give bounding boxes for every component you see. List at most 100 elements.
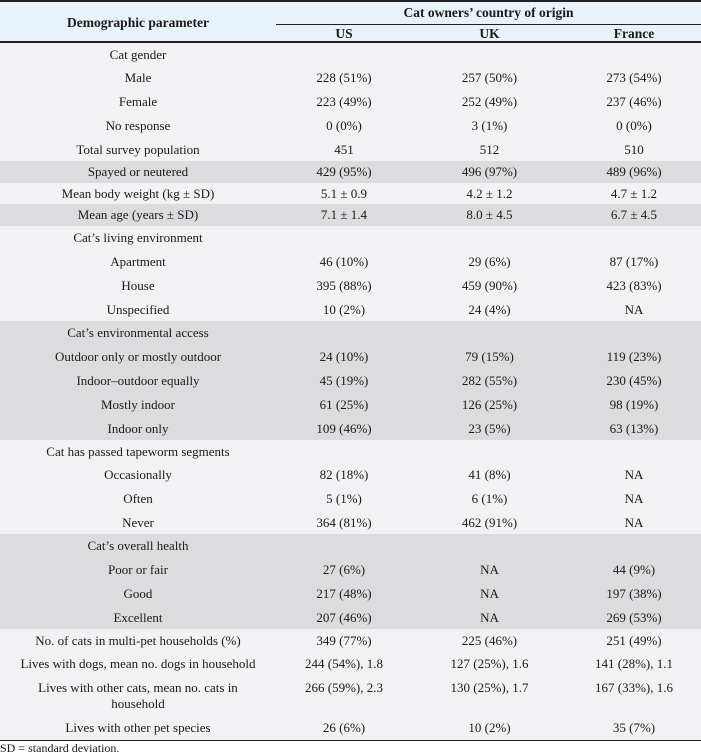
cell-france: 251 (49%) <box>606 632 662 648</box>
row-label: Lives with other cats, mean no. cats in … <box>38 680 238 711</box>
table-row: Cat’s overall health <box>0 534 701 558</box>
cell-uk: 6 (1%) <box>471 491 508 506</box>
row-label: Cat gender <box>109 46 167 62</box>
row-label: Cat’s overall health <box>87 538 189 553</box>
table-row: No response 0 (0%) 3 (1%) 0 (0%) <box>0 114 701 138</box>
cell-uk: 225 (46%) <box>461 632 518 648</box>
cell-us: 266 (59%), 2.3 <box>305 680 383 695</box>
cell-us: 10 (2%) <box>322 301 366 317</box>
cell-uk: 127 (25%), 1.6 <box>450 656 529 671</box>
cell-france: 63 (13%) <box>609 420 659 436</box>
cell-uk: 130 (25%), 1.7 <box>450 680 529 695</box>
row-label: Occasionally <box>104 467 172 482</box>
cell-france: 237 (46%) <box>606 94 662 109</box>
cell-us: 429 (95%) <box>316 164 372 179</box>
cell-uk: 282 (55%) <box>461 373 518 388</box>
row-label: Mostly indoor <box>100 397 176 412</box>
row-label: No. of cats in multi-pet households (%) <box>35 632 241 648</box>
table-row: Good 217 (48%) NA 197 (38%) <box>0 582 701 606</box>
row-label: Mean body weight (kg ± SD) <box>61 185 215 201</box>
cell-france: 197 (38%) <box>606 586 662 601</box>
table-row: Male 228 (51%) 257 (50%) 273 (54%) <box>0 66 701 90</box>
cell-us: 46 (10%) <box>319 254 369 269</box>
cell-france: 35 (7%) <box>612 720 656 735</box>
header-col-us: US <box>335 26 353 41</box>
row-label: Cat’s environmental access <box>67 324 209 340</box>
cell-uk: NA <box>480 586 499 601</box>
header-demographic-parameter: Demographic parameter <box>66 14 210 30</box>
table-row: Excellent 207 (46%) NA 269 (53%) <box>0 606 701 629</box>
table-row: Spayed or neutered 429 (95%) 496 (97%) 489 … <box>0 161 701 183</box>
cell-uk: 462 (91%) <box>461 514 518 530</box>
cell-us: 82 (18%) <box>319 467 369 482</box>
cell-us: 109 (46%) <box>316 420 372 436</box>
cell-france: NA <box>624 301 644 317</box>
row-label: Unspecified <box>106 301 170 317</box>
cell-uk: 10 (2%) <box>468 720 511 735</box>
header-col-uk: UK <box>479 26 500 41</box>
row-label: Outdoor only or mostly outdoor <box>54 348 222 364</box>
cell-us: 395 (88%) <box>316 278 372 293</box>
table-row: Mean age (years ± SD) 7.1 ± 1.4 8.0 ± 4.5 6… <box>0 204 701 226</box>
table-row: Occasionally 82 (18%) 41 (8%) NA <box>0 463 701 487</box>
table-row: Cat has passed tapeworm segments <box>0 440 701 463</box>
table-row: Outdoor only or mostly outdoor 24 (10%) 79… <box>0 344 701 369</box>
table-row: Indoor–outdoor equally 45 (19%) 282 (55%) 2… <box>0 369 701 393</box>
table-row: Cat’s living environment <box>0 226 701 250</box>
cell-us: 364 (81%) <box>316 514 372 530</box>
row-label: Spayed or neutered <box>87 164 189 179</box>
cell-uk: 496 (97%) <box>461 164 518 179</box>
cell-france: 510 <box>624 141 644 157</box>
cell-us: 24 (10%) <box>319 348 369 364</box>
table-row: Lives with dogs, mean no. dogs in househ… <box>0 652 701 676</box>
table-body: Cat gender Male 228 (51%) 257 (50%) 273 (54%… <box>0 43 701 741</box>
cell-uk: 24 (4%) <box>468 301 511 317</box>
table-row: Lives with other pet species 26 (6%) 10 (2… <box>0 716 701 741</box>
cell-france: 98 (19%) <box>609 397 659 412</box>
cell-france: 6.7 ± 4.5 <box>610 207 658 222</box>
row-label: Apartment <box>110 254 166 269</box>
table-row: Lives with other cats, mean no. cats in … <box>0 676 701 716</box>
cell-uk: NA <box>480 562 499 577</box>
cell-france: 273 (54%) <box>606 70 662 85</box>
table-row: Mostly indoor 61 (25%) 126 (25%) 98 (19%) <box>0 393 701 417</box>
cell-us: 27 (6%) <box>322 562 366 577</box>
cell-us: 217 (48%) <box>316 586 372 601</box>
row-label: Poor or fair <box>108 562 168 577</box>
cell-france: 230 (45%) <box>606 373 662 388</box>
cell-france: 0 (0%) <box>616 118 652 133</box>
cell-france: 119 (23%) <box>606 348 662 364</box>
row-label: Indoor–outdoor equally <box>76 373 200 388</box>
cell-uk: 459 (90%) <box>461 278 518 293</box>
cell-uk: 29 (6%) <box>468 254 511 269</box>
cell-uk: 252 (49%) <box>461 94 518 109</box>
cell-france: 141 (28%), 1.1 <box>595 656 673 671</box>
cell-us: 207 (46%) <box>316 609 372 625</box>
table-row: Poor or fair 27 (6%) NA 44 (9%) <box>0 558 701 582</box>
cell-france: 44 (9%) <box>612 562 656 577</box>
table-row: Often 5 (1%) 6 (1%) NA <box>0 487 701 511</box>
row-label: Lives with other pet species <box>65 720 211 735</box>
row-label: Excellent <box>113 609 163 625</box>
row-label: No response <box>105 118 171 133</box>
cell-us: 223 (49%) <box>316 94 372 109</box>
cell-france: 269 (53%) <box>606 609 662 625</box>
cell-us: 26 (6%) <box>322 720 366 735</box>
cell-france: 423 (83%) <box>606 278 662 293</box>
table-row: Total survey population 451 512 510 <box>0 138 701 161</box>
footnote: SD = standard deviation. <box>0 741 120 755</box>
table-row: Female 223 (49%) 252 (49%) 237 (46%) <box>0 90 701 114</box>
table-row: Unspecified 10 (2%) 24 (4%) NA <box>0 298 701 321</box>
cell-uk: 41 (8%) <box>468 467 511 482</box>
row-label: Never <box>122 514 154 530</box>
table-row: Cat’s environmental access <box>0 321 701 344</box>
cell-us: 5 (1%) <box>326 491 362 506</box>
row-label: Indoor only <box>107 420 169 436</box>
cell-uk: 8.0 ± 4.5 <box>466 207 513 222</box>
cell-uk: 3 (1%) <box>471 118 508 133</box>
cell-us: 0 (0%) <box>326 118 362 133</box>
row-label: Lives with dogs, mean no. dogs in househ… <box>20 656 256 671</box>
cell-france: NA <box>624 514 644 530</box>
cell-france: 489 (96%) <box>606 164 662 179</box>
